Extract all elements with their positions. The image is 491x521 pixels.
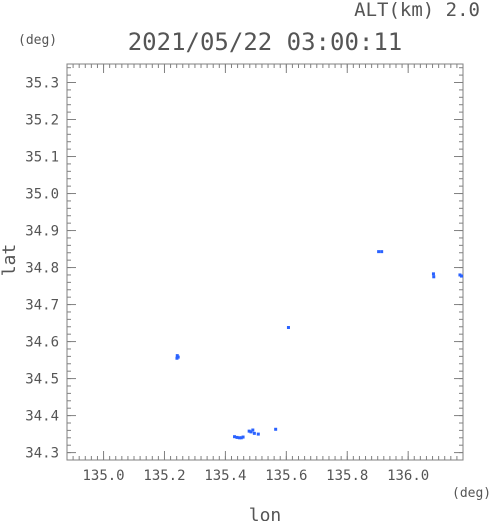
y-tick-label: 35.3 xyxy=(25,76,59,92)
data-point xyxy=(235,435,239,439)
data-point xyxy=(249,430,253,434)
y-tick-label: 34.9 xyxy=(25,224,59,240)
x-tick-label: 135.8 xyxy=(326,468,368,484)
y-tick-label: 34.5 xyxy=(25,372,59,388)
data-point xyxy=(239,436,243,440)
data-point xyxy=(251,428,255,432)
data-point xyxy=(233,435,237,439)
data-point xyxy=(432,275,436,279)
y-tick-label: 34.8 xyxy=(25,261,59,277)
x-tick-label: 135.2 xyxy=(143,468,185,484)
data-point xyxy=(458,273,462,277)
data-point xyxy=(241,435,245,439)
y-tick-label: 34.4 xyxy=(25,409,59,425)
plot-area-frame xyxy=(66,63,464,461)
x-tick-label: 135.6 xyxy=(265,468,307,484)
data-point xyxy=(237,436,241,440)
y-unit-label: (deg) xyxy=(18,33,57,48)
data-point xyxy=(175,356,179,360)
y-tick-label: 34.3 xyxy=(25,446,59,462)
x-tick-label: 135.0 xyxy=(82,468,124,484)
x-tick-labels: 135.0 135.2 135.4 135.6 135.8 136.0 xyxy=(82,468,429,484)
y-tick-label: 35.0 xyxy=(25,187,59,203)
y-tick-labels: 34.3 34.4 34.5 34.6 34.7 34.8 34.9 35.0 35.1 35.2… xyxy=(25,76,59,462)
alt-label: ALT(km) 2.0 xyxy=(354,0,480,21)
data-point xyxy=(256,432,260,436)
major-ticks xyxy=(67,64,463,460)
data-point xyxy=(274,427,278,431)
y-tick-label: 34.6 xyxy=(25,335,59,351)
y-tick-label: 34.7 xyxy=(25,298,59,314)
y-tick-label: 35.2 xyxy=(25,113,59,129)
chart-title: 2021/05/22 03:00:11 xyxy=(128,28,403,56)
data-points xyxy=(175,250,463,440)
x-tick-label: 135.4 xyxy=(204,468,246,484)
x-tick-label: 136.0 xyxy=(387,468,429,484)
minor-ticks xyxy=(66,64,464,461)
data-point xyxy=(459,274,463,278)
data-point xyxy=(380,250,384,254)
x-axis-label: lon xyxy=(249,505,282,521)
y-axis-label: lat xyxy=(0,244,20,277)
data-point xyxy=(286,326,290,330)
data-point xyxy=(377,250,381,254)
y-tick-label: 35.1 xyxy=(25,150,59,166)
data-point xyxy=(247,429,251,433)
x-unit-label: (deg) xyxy=(452,486,491,501)
data-point xyxy=(252,431,256,435)
data-point xyxy=(431,272,435,276)
